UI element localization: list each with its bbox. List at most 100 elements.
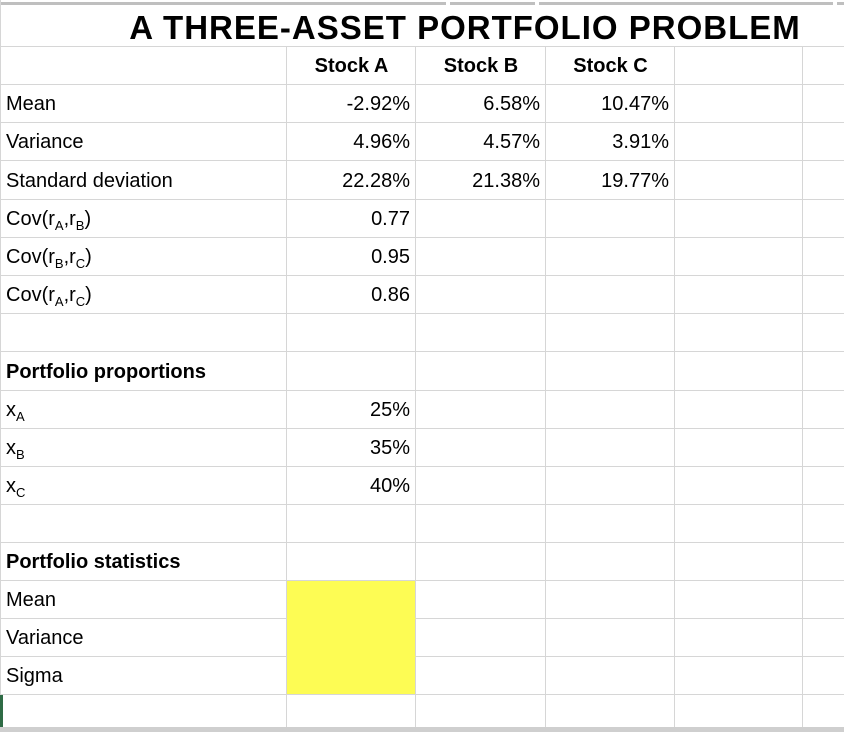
cell-empty[interactable] <box>675 657 803 695</box>
cell-xb-value[interactable]: 35% <box>287 429 416 467</box>
cell-empty[interactable] <box>287 314 416 352</box>
cell-empty[interactable] <box>803 695 844 727</box>
cell-empty[interactable] <box>287 695 416 727</box>
cell-empty[interactable] <box>416 581 546 619</box>
cell-xb-label[interactable]: xB <box>0 429 287 467</box>
cell-empty[interactable] <box>546 391 675 429</box>
cell-empty[interactable] <box>546 238 675 276</box>
cell-empty[interactable] <box>803 581 844 619</box>
cell-header-stock-c[interactable]: Stock C <box>546 47 675 85</box>
cell-empty[interactable] <box>803 314 844 352</box>
cell-empty[interactable] <box>546 352 675 391</box>
cell-xa-value[interactable]: 25% <box>287 391 416 429</box>
cell-empty[interactable] <box>803 85 844 123</box>
cell-empty[interactable] <box>546 505 675 543</box>
cell-cov-bc-value[interactable]: 0.95 <box>287 238 416 276</box>
cell-empty[interactable] <box>546 200 675 238</box>
cell-empty[interactable] <box>803 47 844 85</box>
cell-empty[interactable] <box>675 47 803 85</box>
cell-variance-stock-a[interactable]: 4.96% <box>287 123 416 161</box>
cell-empty[interactable] <box>675 238 803 276</box>
cell-empty[interactable] <box>803 161 844 200</box>
cell-empty[interactable] <box>675 581 803 619</box>
cell-portfolio-variance-label[interactable]: Variance <box>0 619 287 657</box>
cell-empty[interactable] <box>803 276 844 314</box>
cell-stdev-stock-a[interactable]: 22.28% <box>287 161 416 200</box>
cell-empty[interactable] <box>546 314 675 352</box>
cell-mean-stock-c[interactable]: 10.47% <box>546 85 675 123</box>
cell-empty[interactable] <box>675 123 803 161</box>
cell-empty[interactable] <box>546 543 675 581</box>
cell-empty[interactable] <box>546 467 675 505</box>
cell-empty[interactable] <box>803 657 844 695</box>
cell-stdev-stock-c[interactable]: 19.77% <box>546 161 675 200</box>
cell-empty[interactable] <box>416 695 546 727</box>
cell-empty[interactable] <box>0 505 287 543</box>
cell-empty[interactable] <box>546 276 675 314</box>
cell-xc-label[interactable]: xC <box>0 467 287 505</box>
cell-empty[interactable] <box>803 200 844 238</box>
cell-cov-bc-label[interactable]: Cov(rB,rC) <box>0 238 287 276</box>
cell-portfolio-stats-header[interactable]: Portfolio statistics <box>0 543 287 581</box>
cell-empty[interactable] <box>675 429 803 467</box>
cell-empty[interactable] <box>675 200 803 238</box>
cell-empty[interactable] <box>675 314 803 352</box>
cell-cov-ab-label[interactable]: Cov(rA,rB) <box>0 200 287 238</box>
cell-empty[interactable] <box>546 619 675 657</box>
cell-proportions-header[interactable]: Portfolio proportions <box>0 352 287 391</box>
cell-empty[interactable] <box>675 467 803 505</box>
cell-empty[interactable] <box>416 352 546 391</box>
cell-header-blank[interactable] <box>0 47 287 85</box>
cell-empty[interactable] <box>546 429 675 467</box>
cell-cov-ac-label[interactable]: Cov(rA,rC) <box>0 276 287 314</box>
cell-stdev-stock-b[interactable]: 21.38% <box>416 161 546 200</box>
cell-empty[interactable] <box>675 352 803 391</box>
cell-empty[interactable] <box>416 391 546 429</box>
cell-empty[interactable] <box>675 695 803 727</box>
cell-empty[interactable] <box>416 543 546 581</box>
cell-empty[interactable] <box>675 85 803 123</box>
cell-empty[interactable] <box>416 200 546 238</box>
cell-variance-stock-c[interactable]: 3.91% <box>546 123 675 161</box>
cell-header-stock-a[interactable]: Stock A <box>287 47 416 85</box>
cell-empty[interactable] <box>416 238 546 276</box>
cell-empty[interactable] <box>416 619 546 657</box>
cell-empty[interactable] <box>803 391 844 429</box>
cell-portfolio-sigma-value-highlighted[interactable] <box>287 657 416 695</box>
cell-xa-label[interactable]: xA <box>0 391 287 429</box>
cell-empty[interactable] <box>675 543 803 581</box>
cell-empty[interactable] <box>416 657 546 695</box>
cell-portfolio-sigma-label[interactable]: Sigma <box>0 657 287 695</box>
cell-empty[interactable] <box>287 352 416 391</box>
cell-empty[interactable] <box>803 543 844 581</box>
cell-empty[interactable] <box>416 314 546 352</box>
cell-portfolio-variance-value-highlighted[interactable] <box>287 619 416 657</box>
cell-portfolio-mean-label[interactable]: Mean <box>0 581 287 619</box>
cell-mean-stock-b[interactable]: 6.58% <box>416 85 546 123</box>
cell-empty[interactable] <box>0 314 287 352</box>
cell-portfolio-mean-value-highlighted[interactable] <box>287 581 416 619</box>
cell-mean-label[interactable]: Mean <box>0 85 287 123</box>
cell-empty[interactable] <box>803 123 844 161</box>
cell-empty[interactable] <box>803 467 844 505</box>
cell-variance-label[interactable]: Variance <box>0 123 287 161</box>
cell-empty[interactable] <box>675 391 803 429</box>
cell-empty[interactable] <box>287 505 416 543</box>
cell-cov-ac-value[interactable]: 0.86 <box>287 276 416 314</box>
cell-empty[interactable] <box>287 543 416 581</box>
cell-empty[interactable] <box>803 352 844 391</box>
cell-empty[interactable] <box>416 276 546 314</box>
title-cell[interactable]: A THREE-ASSET PORTFOLIO PROBLEM <box>0 8 844 47</box>
cell-empty[interactable] <box>416 467 546 505</box>
cell-empty[interactable] <box>803 505 844 543</box>
cell-empty[interactable] <box>416 505 546 543</box>
cell-empty[interactable] <box>546 657 675 695</box>
cell-empty[interactable] <box>675 505 803 543</box>
cell-empty[interactable] <box>0 695 287 727</box>
cell-empty[interactable] <box>803 619 844 657</box>
cell-xc-value[interactable]: 40% <box>287 467 416 505</box>
cell-empty[interactable] <box>675 276 803 314</box>
cell-stdev-label[interactable]: Standard deviation <box>0 161 287 200</box>
cell-empty[interactable] <box>546 581 675 619</box>
cell-empty[interactable] <box>803 238 844 276</box>
